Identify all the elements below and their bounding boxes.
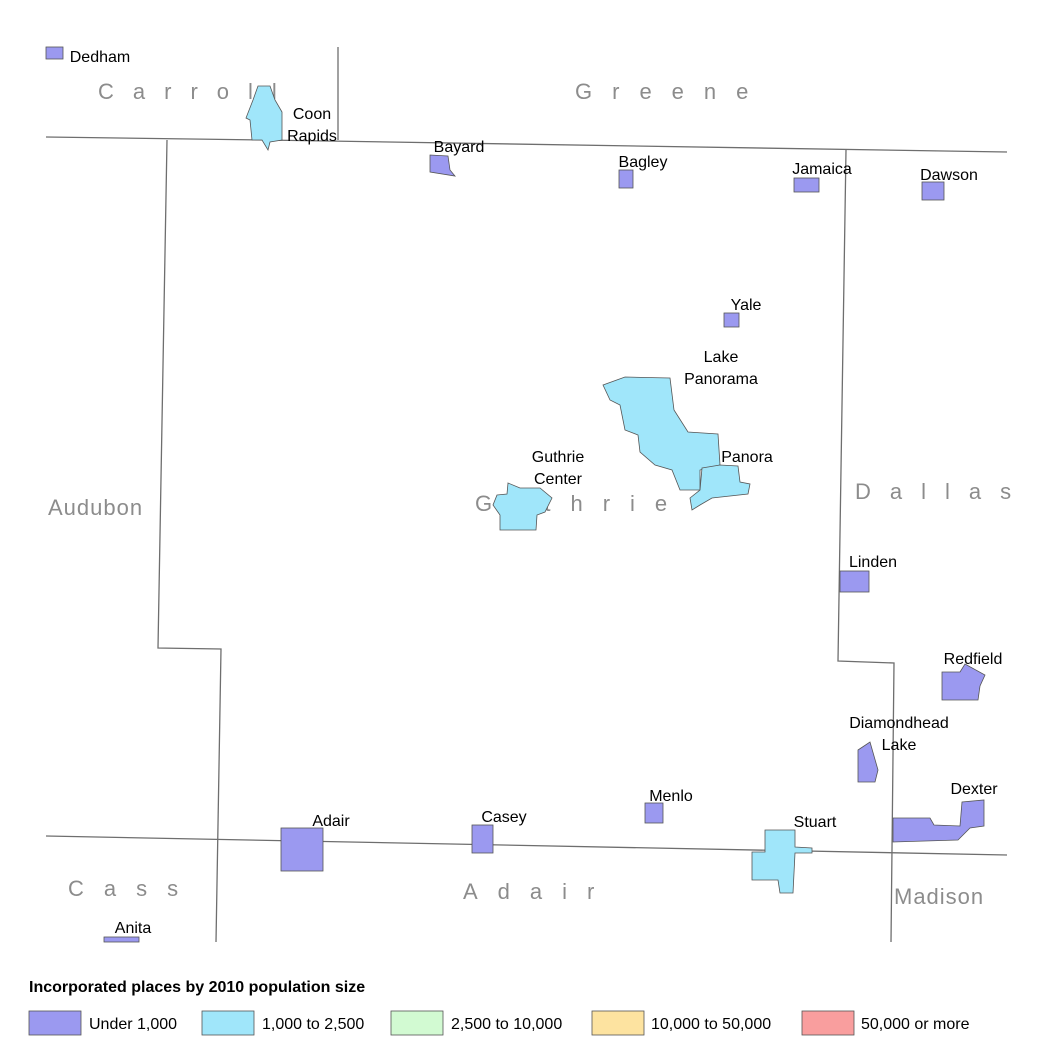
county-label: Madison bbox=[894, 884, 984, 909]
places bbox=[45, 46, 986, 943]
place-shape bbox=[723, 312, 740, 328]
place-label: Redfield bbox=[944, 651, 1003, 668]
place-shape bbox=[793, 177, 820, 193]
legend-label: 10,000 to 50,000 bbox=[651, 1016, 771, 1033]
place-label: Linden bbox=[849, 554, 897, 571]
place-shape bbox=[429, 154, 456, 177]
place-shape bbox=[492, 482, 553, 531]
place-label: Adair bbox=[312, 813, 350, 830]
place-shape bbox=[45, 46, 64, 60]
legend: Incorporated places by 2010 population s… bbox=[28, 979, 970, 1036]
place-shape bbox=[103, 936, 140, 943]
county-label: Cass bbox=[68, 876, 198, 901]
place-label: Lake bbox=[704, 349, 739, 366]
place-label: Dawson bbox=[920, 167, 978, 184]
legend-label: 1,000 to 2,500 bbox=[262, 1016, 364, 1033]
place-shape bbox=[941, 663, 986, 701]
place-label: Guthrie bbox=[532, 449, 585, 466]
border bbox=[837, 149, 895, 943]
place-label: Panora bbox=[721, 449, 773, 466]
legend-label: 2,500 to 10,000 bbox=[451, 1016, 562, 1033]
place-shape bbox=[618, 169, 634, 189]
legend-label: Under 1,000 bbox=[89, 1016, 177, 1033]
place-shape bbox=[892, 799, 985, 843]
border bbox=[45, 136, 1008, 153]
legend-swatch bbox=[201, 1010, 255, 1036]
legend-swatch bbox=[801, 1010, 855, 1036]
place-label: Dexter bbox=[950, 781, 998, 798]
place-label: Bayard bbox=[434, 139, 485, 156]
place-label: Panorama bbox=[684, 371, 758, 388]
county-label: Carroll bbox=[98, 79, 296, 104]
county-labels: Carroll Greene Audubon Guthrie Dallas Ca… bbox=[48, 79, 1030, 909]
place-shape bbox=[857, 741, 879, 783]
county-label: Adair bbox=[463, 879, 614, 904]
place-label: Rapids bbox=[287, 128, 337, 145]
place-shape bbox=[839, 570, 870, 593]
place-shape bbox=[921, 181, 945, 201]
place-label: Dedham bbox=[70, 49, 130, 66]
place-shape bbox=[280, 827, 324, 872]
place-label: Menlo bbox=[649, 788, 693, 805]
place-labels: Dedham Coon Rapids Bayard Bagley Jamaica… bbox=[70, 49, 1003, 937]
place-shape bbox=[751, 829, 813, 894]
place-shape bbox=[689, 464, 751, 511]
place-shape bbox=[602, 376, 721, 491]
border bbox=[45, 835, 1008, 856]
place-shape bbox=[245, 85, 283, 152]
place-label: Diamondhead bbox=[849, 715, 949, 732]
place-label: Stuart bbox=[794, 814, 837, 831]
place-label: Lake bbox=[882, 737, 917, 754]
county-label: Dallas bbox=[855, 479, 1030, 504]
place-label: Anita bbox=[115, 920, 152, 937]
county-label: Greene bbox=[575, 79, 768, 104]
place-label: Yale bbox=[731, 297, 762, 314]
legend-swatch bbox=[28, 1010, 82, 1036]
place-label: Center bbox=[534, 471, 583, 488]
place-label: Casey bbox=[481, 809, 526, 826]
border bbox=[157, 139, 222, 943]
legend-swatch bbox=[591, 1010, 645, 1036]
place-label: Coon bbox=[293, 106, 331, 123]
county-label: Audubon bbox=[48, 495, 143, 520]
place-label: Jamaica bbox=[792, 161, 852, 178]
legend-swatch bbox=[390, 1010, 444, 1036]
place-label: Bagley bbox=[619, 154, 668, 171]
legend-title: Incorporated places by 2010 population s… bbox=[29, 979, 365, 996]
place-shape bbox=[471, 824, 494, 854]
place-shape bbox=[644, 802, 664, 824]
legend-label: 50,000 or more bbox=[861, 1016, 970, 1033]
